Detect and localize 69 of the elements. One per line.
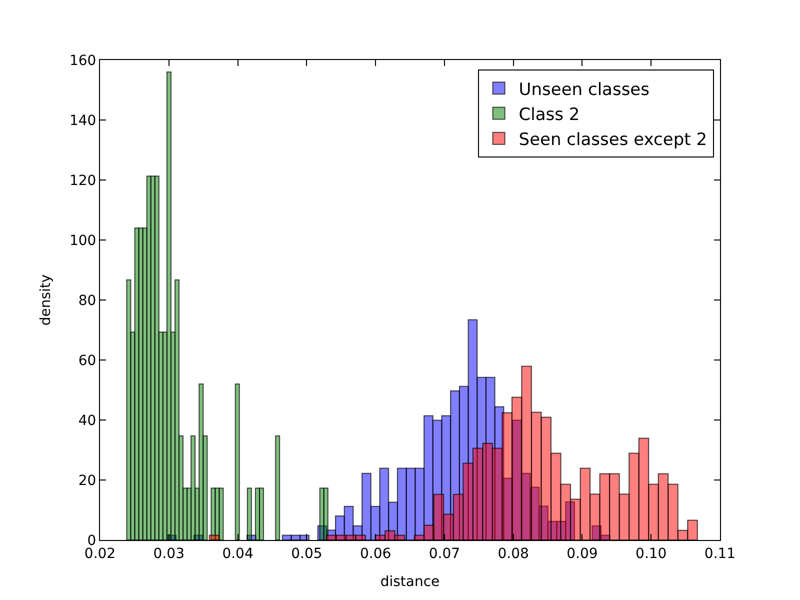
bar — [218, 488, 224, 540]
bar — [290, 534, 301, 540]
bar — [443, 514, 454, 540]
bar — [346, 534, 356, 540]
x-tick-label: 0.09 — [566, 546, 598, 562]
bar — [424, 524, 434, 540]
bar — [414, 534, 425, 540]
x-tick-label: 0.04 — [222, 546, 254, 562]
bar — [502, 412, 512, 540]
y-tick-label: 160 — [69, 52, 96, 69]
y-tick-label: 120 — [69, 172, 96, 189]
bar — [580, 468, 591, 540]
bar — [275, 435, 280, 540]
x-tick-label: 0.06 — [360, 546, 392, 562]
y-tick-label: 20 — [78, 472, 96, 489]
bar — [300, 534, 310, 540]
bar — [609, 473, 620, 540]
bar — [550, 452, 562, 540]
bar — [323, 488, 328, 540]
y-tick-label: 40 — [78, 412, 96, 429]
bar — [234, 384, 240, 540]
bar — [130, 332, 136, 540]
bar — [599, 473, 610, 540]
bar — [482, 442, 493, 540]
bar — [648, 484, 659, 540]
bar — [190, 435, 196, 540]
bar — [246, 488, 252, 540]
x-tick-label: 0.05 — [291, 546, 322, 562]
bar — [521, 366, 532, 540]
bar — [668, 484, 678, 540]
legend-label: Class 2 — [518, 104, 580, 125]
bar — [530, 412, 542, 540]
bar — [511, 396, 522, 540]
x-axis-title: distance — [380, 574, 440, 590]
bar — [282, 534, 292, 540]
bar — [326, 534, 337, 540]
bar — [362, 472, 372, 540]
bar — [433, 494, 444, 540]
x-tick-label: 0.08 — [498, 546, 529, 562]
bar — [384, 530, 396, 540]
bar — [336, 534, 346, 540]
y-axis-title: density — [38, 274, 54, 326]
x-tick-label: 0.03 — [153, 546, 184, 562]
bar — [355, 534, 366, 540]
bar — [687, 520, 698, 540]
bar — [628, 452, 640, 540]
bar — [202, 435, 208, 540]
legend-label: Unseen classes — [518, 80, 650, 100]
bar — [258, 488, 264, 540]
bar — [394, 534, 406, 540]
x-tick-label: 0.11 — [704, 546, 736, 562]
bar — [570, 498, 581, 540]
y-tick-label: 80 — [78, 292, 96, 309]
bar — [208, 534, 220, 540]
x-tick-label: 0.07 — [428, 546, 460, 562]
legend-label: Seen classes except 2 — [518, 130, 708, 150]
bar — [178, 435, 184, 540]
bar — [658, 473, 669, 540]
y-tick-label: 60 — [78, 352, 96, 369]
bar — [166, 72, 172, 540]
x-tick-label: 0.10 — [636, 546, 667, 562]
bar — [462, 462, 474, 540]
bar — [540, 416, 552, 540]
bar — [590, 494, 600, 540]
y-tick-label: 140 — [69, 112, 96, 129]
bar — [174, 279, 180, 540]
bar — [560, 484, 571, 540]
bar — [638, 438, 650, 540]
y-tick-label: 100 — [69, 232, 96, 249]
